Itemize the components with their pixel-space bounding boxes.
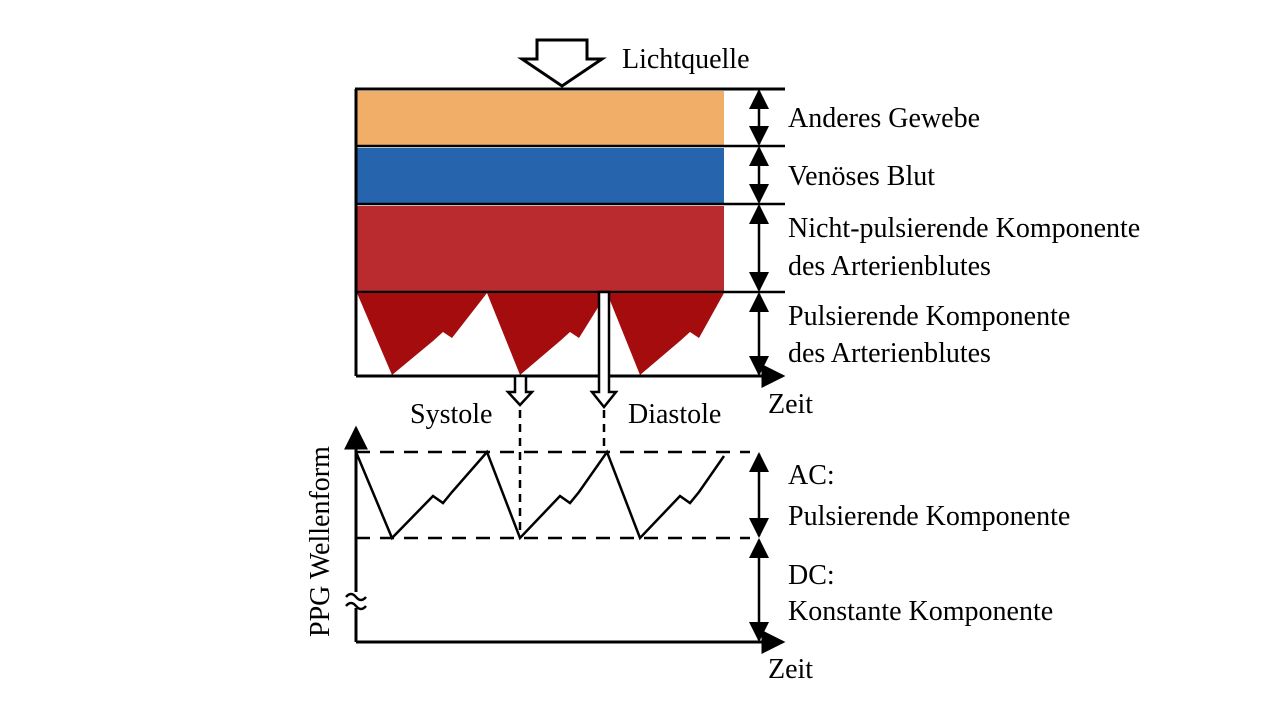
top-time-axis-label: Zeit	[768, 389, 813, 420]
light-source-label: Lichtquelle	[622, 44, 750, 75]
axis-break-icon	[345, 592, 367, 611]
ppg-waveform	[354, 449, 726, 541]
diastole-arrow-icon	[589, 290, 619, 410]
label-other-tissue: Anderes Gewebe	[788, 103, 980, 134]
layer-non-pulsatile-arterial	[357, 206, 724, 291]
label-non-pulsatile-line1: Nicht-pulsierende Komponente	[788, 213, 1140, 244]
label-venous-blood: Venöses Blut	[788, 161, 935, 192]
label-non-pulsatile-line2: des Arterienblutes	[788, 251, 991, 282]
light-source-arrow-icon	[517, 38, 607, 88]
ac-label-line2: Pulsierende Komponente	[788, 501, 1070, 532]
label-pulsatile-line1: Pulsierende Komponente	[788, 301, 1070, 332]
layer-pulsatile-arterial	[357, 293, 724, 375]
dc-label-line1: DC:	[788, 560, 835, 591]
ppg-x-axis-label: Zeit	[768, 654, 813, 685]
layer-venous-blood	[357, 148, 724, 203]
ppg-y-axis-label: PPG Wellenform	[305, 446, 336, 637]
diastole-label: Diastole	[628, 399, 721, 430]
ac-label-line1: AC:	[788, 460, 835, 491]
dc-label-line2: Konstante Komponente	[788, 596, 1053, 627]
label-pulsatile-line2: des Arterienblutes	[788, 338, 991, 369]
systole-label: Systole	[410, 399, 492, 430]
layer-other-tissue	[357, 91, 724, 145]
systole-arrow-icon	[505, 374, 535, 407]
